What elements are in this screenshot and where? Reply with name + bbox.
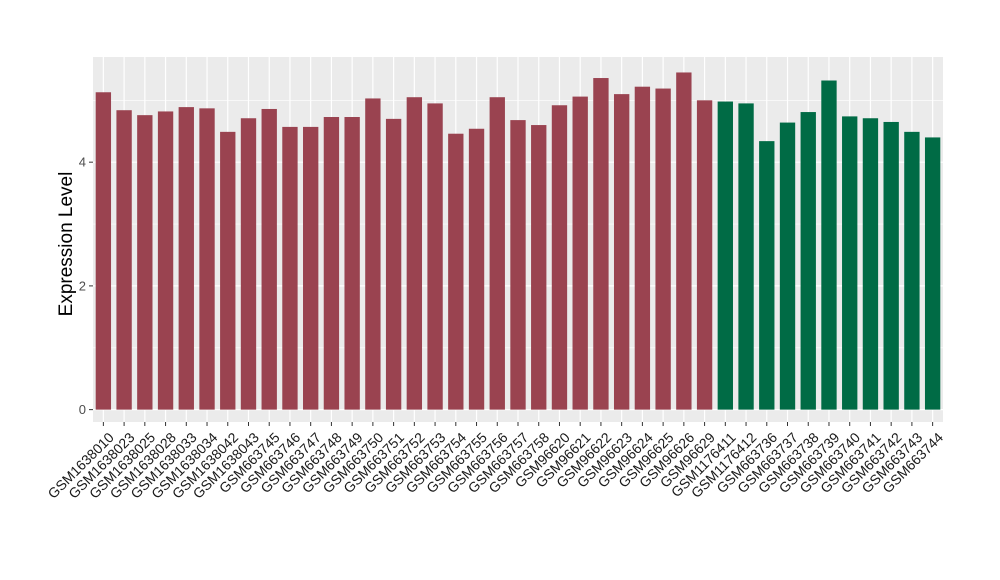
bar-gsm663748 xyxy=(324,117,339,410)
bar-gsm1638042 xyxy=(220,132,235,410)
y-axis: 0 2 4 xyxy=(79,155,93,417)
bar-gsm663757 xyxy=(510,120,525,410)
bar-gsm96622 xyxy=(593,78,608,410)
bar-gsm1176411 xyxy=(718,102,733,410)
bar-gsm663736 xyxy=(759,141,774,409)
bar-gsm663740 xyxy=(842,116,857,409)
bar-gsm663754 xyxy=(448,134,463,410)
y-tick-label: 2 xyxy=(79,278,86,293)
y-tick-label: 0 xyxy=(79,402,86,417)
bar-gsm1638028 xyxy=(158,111,173,409)
bar-gsm96623 xyxy=(614,94,629,410)
bar-gsm1638033 xyxy=(179,107,194,410)
bar-gsm663743 xyxy=(904,132,919,410)
bar-gsm663755 xyxy=(469,129,484,410)
bar-gsm663738 xyxy=(801,112,816,410)
bar-gsm663750 xyxy=(365,98,380,409)
bar-gsm663751 xyxy=(386,119,401,410)
bar-gsm663737 xyxy=(780,123,795,410)
bar-gsm663742 xyxy=(884,122,899,410)
bar-gsm96620 xyxy=(552,105,567,409)
bar-gsm663749 xyxy=(344,117,359,410)
bar-gsm96626 xyxy=(676,72,691,409)
bar-gsm663741 xyxy=(863,118,878,409)
bar-gsm1638043 xyxy=(241,118,256,409)
bar-gsm663752 xyxy=(407,97,422,409)
bar-gsm96629 xyxy=(697,100,712,409)
bar-gsm96625 xyxy=(655,89,670,410)
bar-gsm663745 xyxy=(262,109,277,410)
bar-gsm663756 xyxy=(490,97,505,409)
bar-gsm663747 xyxy=(303,127,318,410)
bar-gsm663753 xyxy=(427,103,442,409)
bar-gsm1638025 xyxy=(137,115,152,409)
bar-gsm663758 xyxy=(531,125,546,410)
bar-gsm663744 xyxy=(925,137,940,409)
bar-gsm96621 xyxy=(573,97,588,410)
bar-gsm663746 xyxy=(282,127,297,410)
x-axis: GSM1638010GSM1638023GSM1638025GSM1638028… xyxy=(44,422,946,502)
y-axis-title: Expression Level xyxy=(56,172,77,317)
y-tick-label: 4 xyxy=(79,155,86,170)
bar-gsm663739 xyxy=(821,81,836,410)
bar-gsm1638010 xyxy=(96,92,111,409)
bar-gsm1638034 xyxy=(199,108,214,409)
bar-gsm1176412 xyxy=(738,103,753,409)
bar-gsm1638023 xyxy=(116,110,131,409)
bar-gsm96624 xyxy=(635,87,650,410)
